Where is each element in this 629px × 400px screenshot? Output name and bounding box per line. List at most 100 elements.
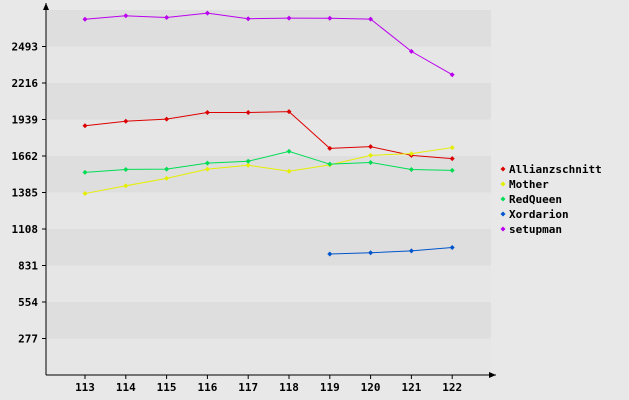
data-point <box>408 151 414 157</box>
x-tick-label: 117 <box>238 381 258 394</box>
y-tick-label: 2493 <box>12 41 39 54</box>
data-point <box>123 166 129 172</box>
data-point <box>327 145 333 151</box>
series-line <box>84 147 453 195</box>
data-point <box>368 159 374 165</box>
data-point <box>82 16 88 22</box>
y-axis-arrow <box>43 3 49 10</box>
legend-label: RedQueen <box>509 193 562 206</box>
data-point <box>164 175 170 181</box>
data-point <box>368 152 374 158</box>
data-point <box>164 15 170 21</box>
x-tick-label: 122 <box>442 381 462 394</box>
series-lines <box>82 10 455 257</box>
y-tick-label: 1108 <box>12 223 39 236</box>
series-mother <box>82 145 455 197</box>
grid-band <box>46 10 491 47</box>
x-axis-arrow <box>489 372 496 378</box>
data-point <box>327 15 333 21</box>
data-point <box>368 250 374 256</box>
x-tick-label: 121 <box>401 381 421 394</box>
data-point <box>408 48 414 54</box>
data-point <box>245 158 251 164</box>
x-tick-label: 114 <box>116 381 136 394</box>
x-tick-label: 120 <box>361 381 381 394</box>
y-tick-label: 554 <box>18 296 38 309</box>
legend-marker <box>500 196 506 202</box>
grid-band <box>46 229 491 266</box>
data-point <box>449 244 455 250</box>
series-line <box>84 150 453 173</box>
x-tick-label: 113 <box>75 381 95 394</box>
grid-band <box>46 46 491 83</box>
y-tick-label: 2216 <box>12 77 39 90</box>
data-point <box>368 144 374 150</box>
grid-band <box>46 83 491 120</box>
legend-item: Allianzschnitt <box>500 163 602 176</box>
data-point <box>82 123 88 129</box>
grid-band <box>46 156 491 193</box>
series-allianzschnitt <box>82 109 455 162</box>
data-point <box>164 116 170 122</box>
grid-band <box>46 338 491 375</box>
grid-band <box>46 265 491 302</box>
data-point <box>245 110 251 116</box>
data-point <box>368 16 374 22</box>
legend-label: Xordarion <box>509 208 569 221</box>
data-point <box>204 166 210 172</box>
legend-item: Mother <box>500 178 549 191</box>
data-point <box>123 183 129 189</box>
legend-label: Mother <box>509 178 549 191</box>
data-point <box>82 169 88 175</box>
y-tick-label: 1662 <box>12 150 39 163</box>
legend-item: RedQueen <box>500 193 562 206</box>
data-point <box>204 160 210 166</box>
y-tick-label: 277 <box>18 333 38 346</box>
y-tick-label: 1939 <box>12 114 39 127</box>
data-point <box>204 110 210 116</box>
data-point <box>327 251 333 257</box>
y-tick-label: 1385 <box>12 187 39 200</box>
grid-band <box>46 192 491 229</box>
data-point <box>164 166 170 172</box>
data-point <box>327 161 333 167</box>
series-xordarion <box>327 244 455 257</box>
legend-item: Xordarion <box>500 208 569 221</box>
data-point <box>449 145 455 151</box>
data-point <box>123 13 129 19</box>
data-point <box>408 166 414 172</box>
grid-band <box>46 119 491 156</box>
x-tick-label: 119 <box>320 381 340 394</box>
legend-label: setupman <box>509 223 562 236</box>
data-point <box>245 16 251 22</box>
data-point <box>123 118 129 124</box>
data-point <box>286 109 292 115</box>
grid-band <box>46 302 491 339</box>
legend: Allianzschnitt Mother RedQueen Xordarion set… <box>500 163 602 236</box>
series-line <box>84 12 453 76</box>
legend-marker <box>500 181 506 187</box>
data-point <box>82 191 88 197</box>
data-point <box>408 248 414 254</box>
axes <box>43 3 496 378</box>
data-point <box>286 15 292 21</box>
legend-marker <box>500 226 506 232</box>
x-tick-label: 115 <box>157 381 177 394</box>
data-point <box>204 10 210 16</box>
data-point <box>245 162 251 168</box>
legend-label: Allianzschnitt <box>509 163 602 176</box>
data-point <box>449 167 455 173</box>
grid-bands <box>46 10 491 375</box>
data-point <box>286 168 292 174</box>
series-redqueen <box>82 148 455 175</box>
x-tick-label: 118 <box>279 381 299 394</box>
series-line <box>84 111 453 160</box>
data-point <box>449 156 455 162</box>
y-axis-ticks: 277 554 831 1108 1385 1662 1939 2216 2493 <box>12 41 46 346</box>
data-point <box>286 148 292 154</box>
legend-marker <box>500 211 506 217</box>
data-point <box>449 72 455 78</box>
legend-marker <box>500 166 506 172</box>
x-tick-label: 116 <box>197 381 217 394</box>
